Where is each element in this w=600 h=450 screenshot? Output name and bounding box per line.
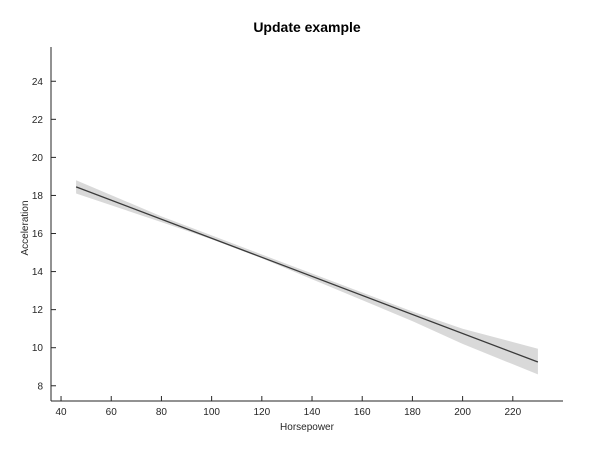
y-tick-label: 10 — [32, 343, 44, 354]
y-tick-label: 18 — [32, 191, 44, 202]
x-tick-label: 60 — [106, 407, 118, 418]
x-tick-label: 40 — [55, 407, 67, 418]
x-tick-label: 180 — [404, 407, 421, 418]
plot-area — [75, 180, 539, 375]
x-tick-label: 100 — [203, 407, 220, 418]
y-tick-label: 14 — [32, 267, 44, 278]
fit-line — [75, 186, 539, 363]
chart-title: Update example — [253, 19, 361, 35]
x-tick-label: 140 — [304, 407, 321, 418]
x-tick-label: 200 — [454, 407, 471, 418]
y-tick-label: 24 — [32, 77, 44, 88]
x-axis-ticks: 40 60 80 100 120 140 160 180 200 220 — [55, 396, 522, 418]
y-tick-label: 12 — [32, 305, 44, 316]
x-tick-label: 80 — [156, 407, 168, 418]
x-tick-label: 160 — [354, 407, 371, 418]
confidence-band — [76, 180, 538, 375]
y-axis-label: Acceleration — [20, 200, 31, 255]
y-tick-label: 22 — [32, 115, 44, 126]
x-axis-label: Horsepower — [280, 422, 335, 433]
y-tick-label: 8 — [37, 381, 43, 392]
x-tick-label: 220 — [504, 407, 521, 418]
y-axis-ticks: 8 10 12 14 16 18 20 22 24 — [32, 77, 56, 392]
y-tick-label: 20 — [32, 153, 44, 164]
x-tick-label: 120 — [253, 407, 270, 418]
y-tick-label: 16 — [32, 229, 44, 240]
